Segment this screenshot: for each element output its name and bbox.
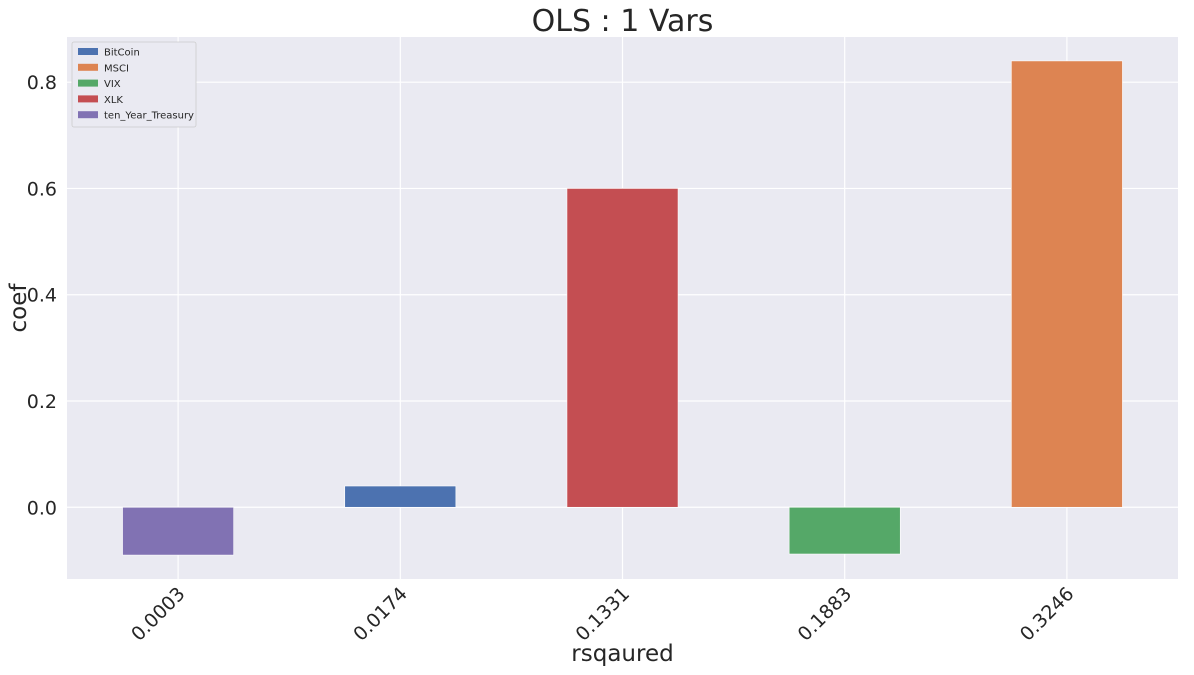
x-tick-label: 0.0174 bbox=[349, 583, 412, 646]
y-tick-label: 0.0 bbox=[27, 497, 57, 519]
x-tick-label: 0.0003 bbox=[127, 583, 190, 646]
legend-label: ten_Year_Treasury bbox=[104, 111, 194, 122]
chart-title: OLS : 1 Vars bbox=[532, 4, 714, 39]
x-tick-label: 0.1883 bbox=[794, 583, 857, 646]
legend-box bbox=[71, 41, 197, 128]
x-tick-label: 0.3246 bbox=[1016, 583, 1079, 646]
x-axis-ticks: 0.0003 0.0174 0.1331 0.1883 0.3246 bbox=[127, 583, 1078, 646]
legend-label: VIX bbox=[104, 79, 121, 90]
legend-label: BitCoin bbox=[104, 48, 140, 59]
bar-xlk bbox=[566, 188, 679, 508]
y-tick-label: 0.4 bbox=[27, 285, 57, 307]
legend-swatch bbox=[78, 111, 98, 119]
y-tick-label: 0.8 bbox=[27, 72, 57, 94]
legend-label: MSCI bbox=[104, 63, 129, 74]
legend-swatch bbox=[78, 79, 98, 87]
y-tick-label: 0.2 bbox=[27, 391, 57, 413]
x-tick-label: 0.1331 bbox=[571, 583, 634, 646]
legend: BitCoin MSCI VIX XLK ten_Year_Treasury bbox=[71, 41, 197, 128]
legend-swatch bbox=[78, 95, 98, 103]
bar-msci bbox=[1011, 60, 1123, 508]
y-axis-ticks: 0.0 0.2 0.4 0.6 0.8 bbox=[27, 72, 57, 519]
bars bbox=[122, 60, 1123, 556]
bar-vix bbox=[788, 506, 901, 555]
legend-label: XLK bbox=[104, 95, 123, 106]
bar-ten-year-treasury bbox=[122, 506, 234, 556]
legend-swatch bbox=[78, 63, 98, 71]
y-axis-label: coef bbox=[6, 283, 32, 333]
y-tick-label: 0.6 bbox=[27, 178, 57, 200]
x-axis-label: rsqaured bbox=[571, 641, 673, 667]
bar-bitcoin bbox=[344, 485, 457, 508]
legend-swatch bbox=[78, 48, 98, 55]
